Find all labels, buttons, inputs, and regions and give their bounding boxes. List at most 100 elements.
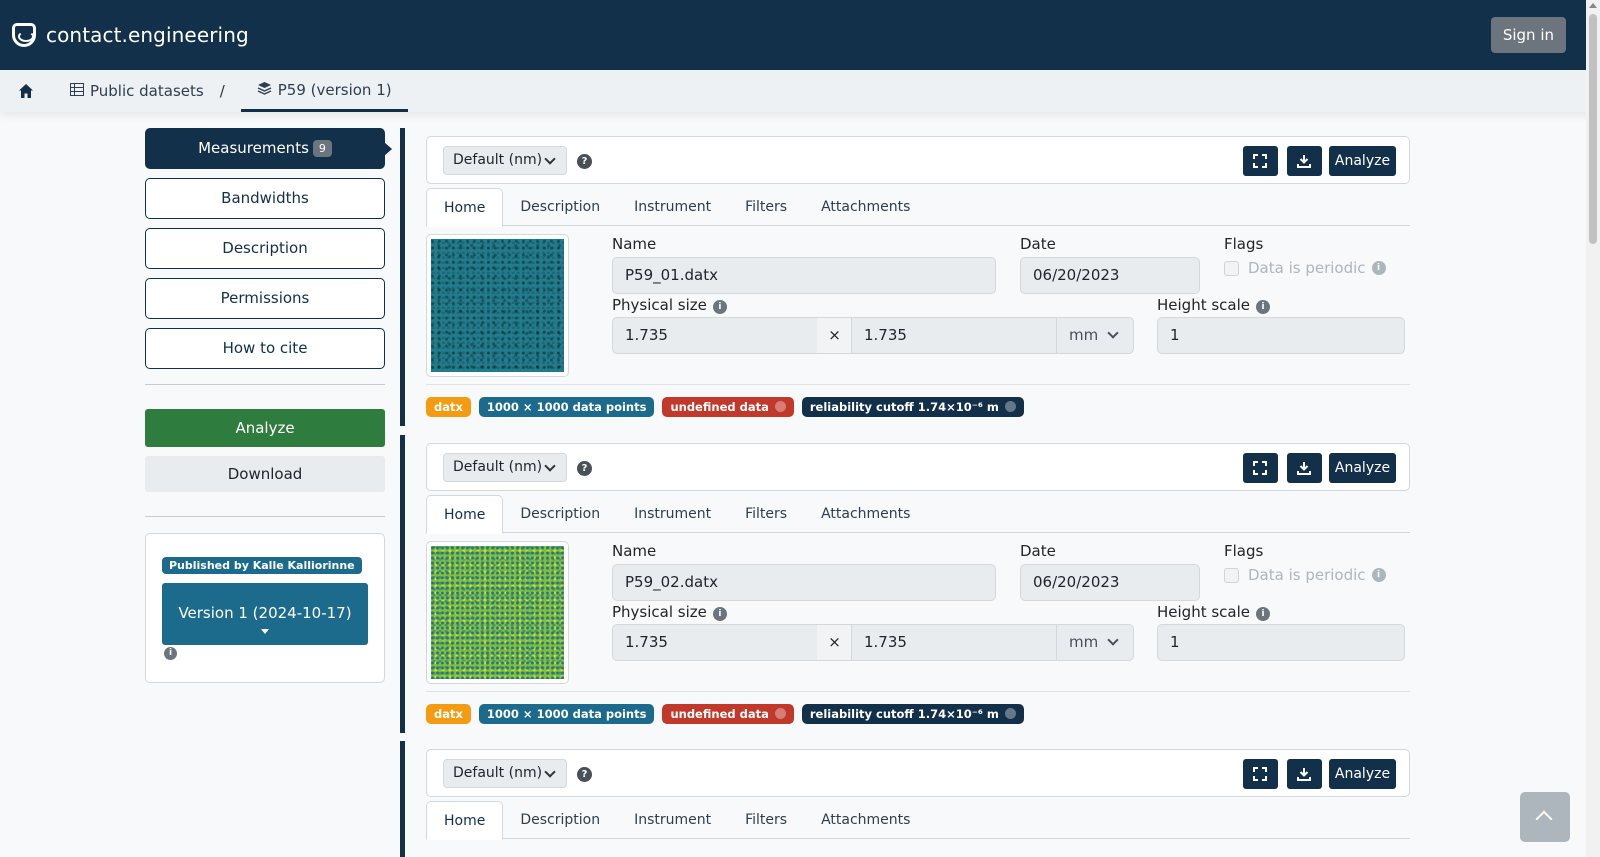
tab-instrument[interactable]: Instrument xyxy=(634,812,712,828)
undefined-data-tag: undefined data xyxy=(662,397,794,417)
tab-filters[interactable]: Filters xyxy=(745,812,788,828)
fullscreen-button[interactable] xyxy=(1243,146,1278,176)
date-field[interactable]: 06/20/2023 xyxy=(1020,564,1200,601)
measurement-thumbnail[interactable] xyxy=(426,541,569,684)
tab-description[interactable]: Description xyxy=(520,199,601,215)
tab-description[interactable]: Description xyxy=(520,506,601,522)
size-x-field[interactable]: 1.735 xyxy=(612,624,818,661)
periodic-label: Data is periodic xyxy=(1248,259,1366,277)
download-icon xyxy=(1297,155,1311,168)
analyze-measurement-button[interactable]: Analyze xyxy=(1329,759,1396,789)
download-measurement-button[interactable] xyxy=(1287,759,1322,789)
unit-dropdown[interactable]: mm xyxy=(1056,624,1134,661)
height-scale-field[interactable]: 1 xyxy=(1157,317,1405,354)
chevron-up-icon xyxy=(1535,810,1553,828)
info-icon[interactable]: i xyxy=(712,300,727,314)
scrollbar-thumb[interactable] xyxy=(1589,14,1597,244)
chevron-down-icon xyxy=(544,766,556,778)
info-icon[interactable]: i xyxy=(1371,568,1386,582)
height-scale-label: Height scale i xyxy=(1157,603,1271,621)
scroll-up-arrow-icon[interactable] xyxy=(1589,3,1597,8)
chevron-down-icon xyxy=(1107,634,1119,646)
card-divider xyxy=(426,691,1410,692)
info-icon[interactable]: i xyxy=(712,607,727,621)
sign-in-button[interactable]: Sign in xyxy=(1490,17,1566,53)
checkbox[interactable] xyxy=(1224,260,1239,276)
measurement-thumbnail[interactable] xyxy=(426,234,569,377)
fullscreen-button[interactable] xyxy=(1243,759,1278,789)
date-field[interactable]: 06/20/2023 xyxy=(1020,257,1200,294)
page-scrollbar[interactable] xyxy=(1586,0,1600,857)
measurements-button[interactable]: Measurements 9 xyxy=(145,128,392,169)
unit-select[interactable]: Default (nm) xyxy=(443,146,567,175)
tab-attachments[interactable]: Attachments xyxy=(821,506,911,522)
tab-instrument[interactable]: Instrument xyxy=(634,199,712,215)
measurement-tags: datx 1000 × 1000 data points undefined d… xyxy=(426,704,1032,724)
info-icon[interactable] xyxy=(1004,708,1016,719)
analyze-measurement-button[interactable]: Analyze xyxy=(1329,453,1396,483)
fullscreen-button[interactable] xyxy=(1243,453,1278,483)
size-x-field[interactable]: 1.735 xyxy=(612,317,818,354)
periodic-checkbox[interactable]: Data is periodic i xyxy=(1224,259,1386,277)
info-icon[interactable] xyxy=(774,708,786,719)
download-button[interactable]: Download xyxy=(145,456,385,492)
checkbox[interactable] xyxy=(1224,567,1239,583)
description-button[interactable]: Description xyxy=(145,228,385,269)
tab-attachments[interactable]: Attachments xyxy=(821,199,911,215)
periodic-checkbox[interactable]: Data is periodic i xyxy=(1224,566,1386,584)
info-icon[interactable]: i xyxy=(1256,300,1271,314)
unit-select[interactable]: Default (nm) xyxy=(443,453,567,482)
tab-description[interactable]: Description xyxy=(520,812,601,828)
how-to-cite-button[interactable]: How to cite xyxy=(145,328,385,369)
card-divider xyxy=(426,384,1410,385)
analyze-measurement-button[interactable]: Analyze xyxy=(1329,146,1396,176)
chevron-down-icon xyxy=(544,153,556,165)
name-field[interactable]: P59_01.datx xyxy=(612,257,996,294)
info-icon[interactable]: i xyxy=(164,647,177,660)
card-tabs: Home Description Instrument Filters Atta… xyxy=(426,495,1410,534)
brand-link[interactable]: contact.engineering xyxy=(12,23,249,47)
info-icon[interactable]: i xyxy=(1371,261,1386,275)
size-y-field[interactable]: 1.735 xyxy=(851,624,1057,661)
breadcrumb-label: Public datasets xyxy=(90,82,204,100)
expand-icon xyxy=(1253,461,1267,475)
scroll-to-top-button[interactable] xyxy=(1520,792,1570,842)
tab-instrument[interactable]: Instrument xyxy=(634,506,712,522)
permissions-button[interactable]: Permissions xyxy=(145,278,385,319)
reliability-cutoff-label: reliability cutoff 1.74×10⁻⁶ m xyxy=(809,400,999,414)
card-accent-bar xyxy=(400,741,405,857)
info-icon[interactable] xyxy=(774,401,786,412)
help-icon[interactable]: ? xyxy=(577,461,592,476)
info-icon[interactable] xyxy=(1004,401,1016,412)
download-measurement-button[interactable] xyxy=(1287,146,1322,176)
table-icon xyxy=(70,82,84,100)
unit-dropdown[interactable]: mm xyxy=(1056,317,1134,354)
size-y-field[interactable]: 1.735 xyxy=(851,317,1057,354)
version-label: Version 1 (2024-10-17) xyxy=(178,604,352,622)
unit-select[interactable]: Default (nm) xyxy=(443,759,567,788)
height-scale-field[interactable]: 1 xyxy=(1157,624,1405,661)
help-icon[interactable]: ? xyxy=(577,154,592,169)
sidebar-divider xyxy=(145,384,385,385)
tab-home[interactable]: Home xyxy=(426,495,504,534)
name-field[interactable]: P59_02.datx xyxy=(612,564,996,601)
help-icon[interactable]: ? xyxy=(577,767,592,782)
physical-size-text: Physical size xyxy=(612,296,707,314)
format-tag: datx xyxy=(426,704,471,724)
home-icon[interactable] xyxy=(18,83,34,99)
version-dropdown[interactable]: Version 1 (2024-10-17) xyxy=(162,583,368,645)
bandwidths-button[interactable]: Bandwidths xyxy=(145,178,385,219)
times-symbol: × xyxy=(817,317,852,354)
download-measurement-button[interactable] xyxy=(1287,453,1322,483)
tab-home[interactable]: Home xyxy=(426,188,504,227)
breadcrumb-dataset[interactable]: P59 (version 1) xyxy=(240,70,408,112)
tab-attachments[interactable]: Attachments xyxy=(821,812,911,828)
info-icon[interactable]: i xyxy=(1256,607,1271,621)
tab-filters[interactable]: Filters xyxy=(745,199,788,215)
breadcrumb-separator: / xyxy=(219,82,225,100)
download-icon xyxy=(1297,462,1311,475)
analyze-button[interactable]: Analyze xyxy=(145,409,385,447)
tab-home[interactable]: Home xyxy=(426,801,504,840)
breadcrumb-public-datasets[interactable]: Public datasets xyxy=(70,70,204,112)
tab-filters[interactable]: Filters xyxy=(745,506,788,522)
